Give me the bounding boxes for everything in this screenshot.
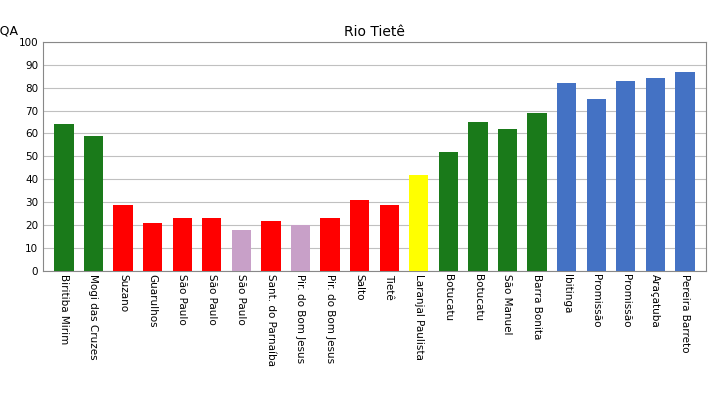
Bar: [350, 200, 369, 271]
Bar: [232, 230, 251, 271]
Bar: [114, 205, 132, 271]
Text: IQA: IQA: [0, 24, 19, 37]
Title: Rio Tietê: Rio Tietê: [344, 25, 405, 39]
Bar: [528, 113, 546, 271]
Bar: [173, 219, 192, 271]
Bar: [84, 136, 103, 271]
Bar: [202, 219, 221, 271]
Bar: [409, 175, 428, 271]
Bar: [320, 219, 340, 271]
Bar: [143, 223, 162, 271]
Bar: [54, 124, 73, 271]
Bar: [498, 129, 517, 271]
Bar: [587, 99, 606, 271]
Bar: [616, 80, 635, 271]
Bar: [557, 83, 576, 271]
Bar: [468, 122, 487, 271]
Bar: [438, 152, 458, 271]
Bar: [675, 72, 695, 271]
Bar: [261, 221, 281, 271]
Bar: [379, 205, 399, 271]
Bar: [291, 225, 310, 271]
Bar: [646, 78, 665, 271]
